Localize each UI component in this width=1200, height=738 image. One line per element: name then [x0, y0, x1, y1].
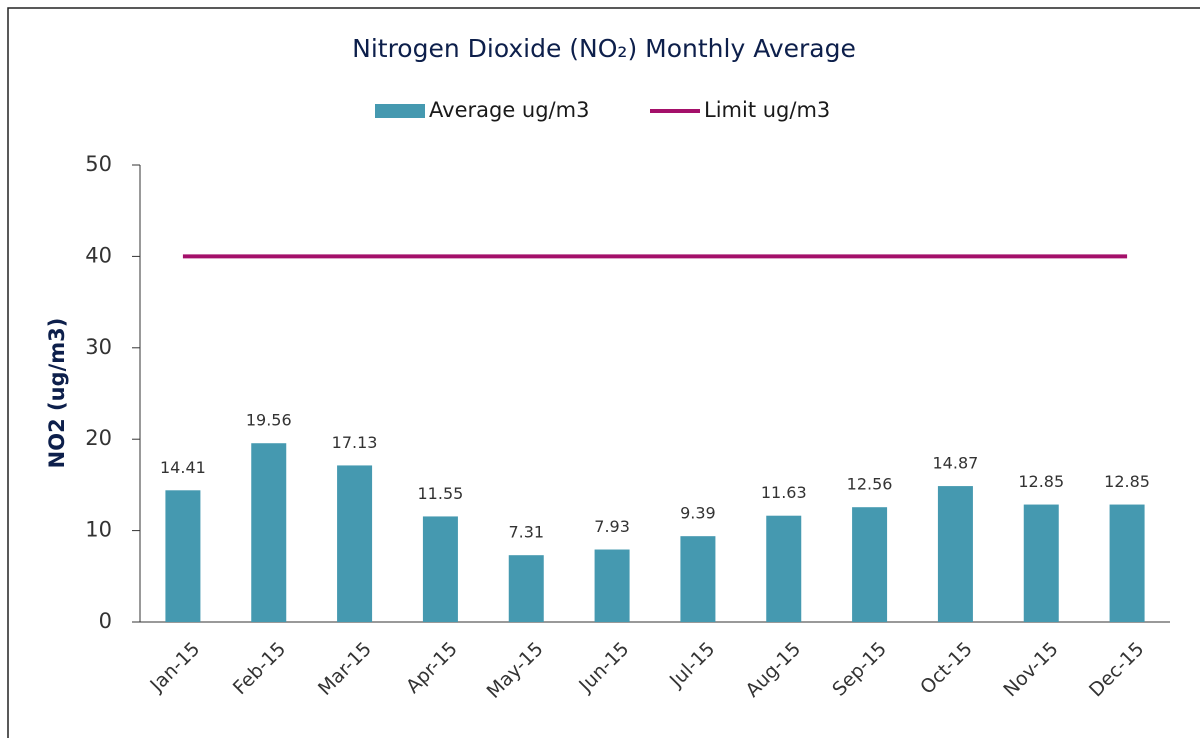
bar: [1109, 504, 1145, 622]
x-tick-label: Aug-15: [741, 638, 805, 702]
data-label: 12.85: [1018, 472, 1064, 491]
data-label: 14.87: [933, 454, 979, 473]
x-tick-label: Oct-15: [916, 638, 977, 699]
frame: [7, 7, 1200, 738]
data-label: 11.55: [418, 484, 464, 503]
legend-label: Limit ug/m3: [704, 98, 830, 122]
legend-swatch: [375, 104, 425, 118]
data-label: 12.85: [1104, 472, 1150, 491]
x-tick-label: Jun-15: [574, 638, 633, 697]
x-tick-label: Jan-15: [145, 638, 204, 697]
x-tick-label: Mar-15: [314, 638, 376, 700]
y-tick-label: 0: [99, 609, 112, 633]
x-tick-label: Sep-15: [828, 638, 891, 701]
data-label: 11.63: [761, 483, 807, 502]
bar: [594, 549, 630, 622]
bar: [1023, 504, 1059, 622]
y-axis-label: NO2 (ug/m3): [45, 318, 69, 469]
chart-title: Nitrogen Dioxide (NO₂) Monthly Average: [352, 34, 856, 63]
x-tick-label: Dec-15: [1085, 638, 1149, 702]
data-label: 14.41: [160, 458, 206, 477]
x-tick-label: Feb-15: [229, 638, 290, 699]
bar: [852, 507, 888, 622]
x-tick-label: Jul-15: [665, 638, 719, 692]
bar: [937, 486, 973, 622]
y-tick-label: 20: [85, 426, 112, 450]
x-tick-label: May-15: [483, 638, 548, 703]
data-label: 17.13: [332, 433, 378, 452]
data-label: 9.39: [680, 504, 716, 523]
data-label: 12.56: [847, 475, 893, 494]
y-tick-label: 10: [85, 518, 112, 542]
bar: [251, 443, 287, 622]
data-label: 7.31: [508, 523, 544, 542]
bar: [337, 465, 373, 622]
bar: [766, 515, 802, 622]
bar: [680, 536, 716, 622]
data-label: 7.93: [594, 517, 630, 536]
y-tick-label: 50: [85, 152, 112, 176]
y-tick-label: 40: [85, 243, 112, 267]
bar: [508, 555, 544, 622]
data-label: 19.56: [246, 411, 292, 430]
legend-label: Average ug/m3: [429, 98, 589, 122]
x-tick-label: Apr-15: [402, 638, 462, 698]
x-tick-label: Nov-15: [999, 638, 1062, 701]
bar: [422, 516, 458, 622]
y-tick-label: 30: [85, 335, 112, 359]
bar: [165, 490, 201, 622]
